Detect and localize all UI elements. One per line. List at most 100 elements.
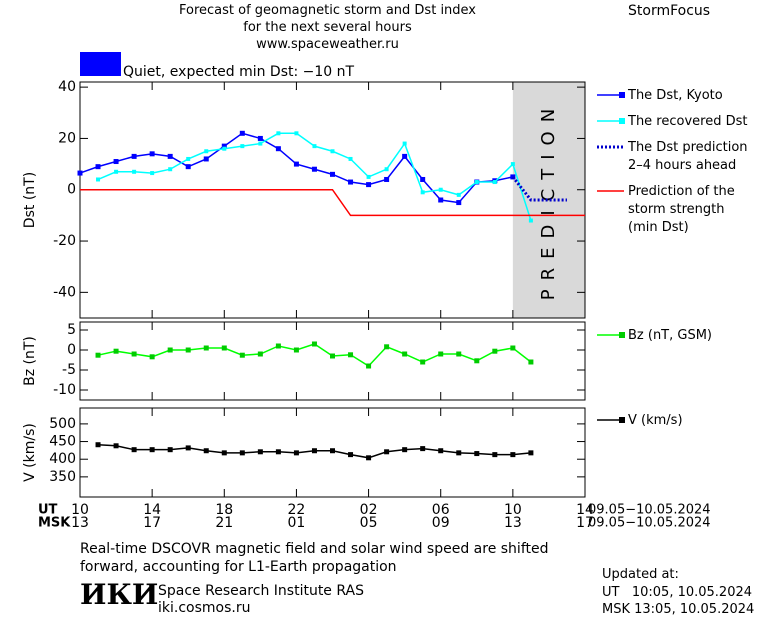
data-point: [456, 200, 462, 206]
series-line: [97, 343, 532, 367]
x-row-label: MSK: [38, 516, 71, 531]
data-point: [221, 143, 227, 149]
updated-ut: UT 10:05, 10.05.2024: [602, 585, 753, 600]
data-point: [257, 351, 263, 357]
data-point: [510, 162, 515, 167]
legend-entry: Prediction of the storm strength (min Ds…: [628, 184, 735, 235]
x-tick-label-msk: 13: [71, 515, 89, 531]
series-line: [80, 188, 585, 217]
data-point: [528, 359, 534, 365]
y-tick-label: 500: [49, 416, 76, 432]
data-point: [348, 179, 354, 185]
legend-entry: Bz (nT, GSM): [628, 328, 713, 343]
data-point: [186, 156, 191, 161]
y-tick-label: 400: [49, 451, 76, 467]
data-point: [348, 352, 354, 358]
data-point: [528, 450, 534, 456]
y-tick-label: 5: [67, 322, 76, 338]
x-tick-label-msk: 17: [576, 515, 594, 531]
data-point: [366, 174, 371, 179]
y-axis-title: V (km/s): [22, 423, 38, 482]
data-point: [438, 448, 444, 454]
data-point: [239, 352, 245, 358]
y-tick-label: 350: [49, 469, 76, 485]
data-point: [402, 351, 408, 357]
data-point: [204, 149, 209, 154]
data-point: [240, 144, 245, 149]
data-point: [222, 146, 227, 151]
data-point: [366, 363, 372, 369]
prediction-label: PREDICTION: [538, 100, 559, 300]
data-point: [132, 169, 137, 174]
legend-marker: [619, 118, 625, 124]
data-point: [257, 449, 263, 455]
brand: StormFocus: [628, 3, 711, 19]
data-point: [185, 445, 191, 451]
data-point: [474, 180, 479, 185]
x-tick-label-ut: 14: [576, 502, 594, 518]
data-point: [96, 177, 101, 182]
data-point: [528, 218, 533, 223]
legend-entry: V (km/s): [628, 413, 683, 428]
data-point: [330, 171, 335, 177]
data-point: [492, 452, 498, 458]
footer-note: Real-time DSCOVR magnetic field and sola…: [80, 541, 549, 575]
data-point: [239, 130, 245, 136]
y-tick-label: 450: [49, 434, 76, 450]
data-point: [95, 442, 101, 448]
data-point: [348, 156, 353, 161]
data-point: [203, 448, 209, 454]
legend-entry: The recovered Dst: [628, 114, 748, 129]
series-line: [511, 175, 567, 202]
legend-entry: The Dst prediction 2–4 hours ahead: [628, 140, 748, 173]
x-row-date: 09.05−10.05.2024: [588, 516, 711, 531]
title: Forecast of geomagnetic storm and Dst in…: [178, 3, 477, 18]
site-url: www.spaceweather.ru: [256, 37, 399, 52]
data-point: [149, 447, 155, 453]
data-point: [113, 348, 119, 354]
x-tick-label-ut: 22: [288, 502, 306, 518]
data-point: [312, 144, 317, 149]
data-point: [131, 447, 137, 453]
x-tick-label-msk: 21: [215, 515, 233, 531]
updated-label: Updated at:: [602, 567, 679, 582]
legend-entry: The Dst, Kyoto: [628, 88, 723, 103]
data-point: [456, 351, 462, 357]
data-point: [330, 448, 335, 454]
panel-frame: [79, 407, 586, 498]
y-tick-label: -40: [53, 284, 76, 300]
data-point: [293, 347, 299, 353]
data-point: [275, 146, 281, 152]
y-axis-title: Bz (nT): [22, 336, 38, 386]
data-point: [510, 345, 516, 351]
data-point: [239, 450, 245, 456]
data-point: [221, 450, 227, 456]
data-point: [293, 450, 299, 456]
data-point: [77, 170, 83, 176]
data-point: [258, 141, 263, 146]
legend-marker: [619, 417, 625, 423]
data-point: [420, 359, 426, 365]
data-point: [167, 447, 173, 453]
institute: Space Research Institute RAS: [158, 583, 364, 599]
data-point: [474, 451, 480, 457]
data-point: [149, 354, 155, 360]
panel-frame: [79, 81, 586, 319]
data-point: [510, 452, 516, 458]
y-tick-label: -10: [53, 382, 76, 398]
data-point: [456, 450, 462, 456]
x-tick-label-ut: 10: [504, 502, 522, 518]
data-point: [311, 448, 317, 454]
data-point: [492, 348, 498, 354]
data-point: [167, 347, 173, 353]
data-point: [149, 151, 155, 157]
x-row-date: 09.05−10.05.2024: [588, 503, 711, 518]
legend-marker: [619, 332, 625, 338]
data-point: [203, 156, 209, 162]
data-point: [150, 171, 155, 176]
data-point: [276, 131, 281, 136]
data-point: [420, 190, 425, 195]
data-point: [131, 351, 137, 357]
data-point: [221, 345, 227, 351]
data-point: [492, 180, 497, 185]
